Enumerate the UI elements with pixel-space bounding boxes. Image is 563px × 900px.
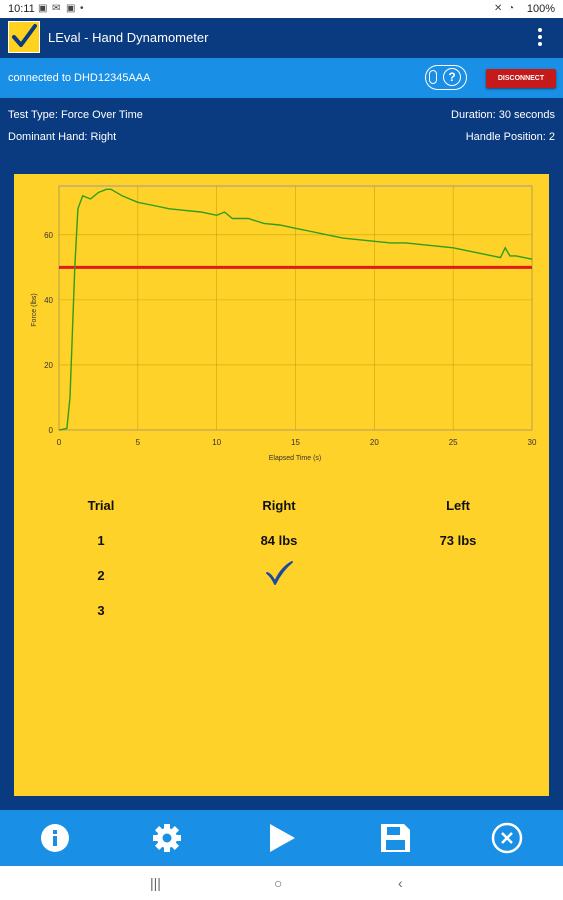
force-chart: 0 5 10 15 20 25 30 0 20 40 60 Elapsed Time (s) Fo… <box>31 185 537 462</box>
help-button[interactable]: ? <box>425 65 467 90</box>
x-tick-label: 0 <box>57 438 62 447</box>
connection-bar: connected to DHD12345AAA ? DISCONNECT <box>0 58 563 98</box>
recent-apps-icon[interactable]: ||| <box>150 875 161 891</box>
settings-icon[interactable] <box>150 822 184 854</box>
home-icon[interactable]: ○ <box>274 875 283 891</box>
trial-number: 2 <box>97 568 105 583</box>
app-bar: LEval - Hand Dynamometer <box>0 18 563 58</box>
x-tick-label: 5 <box>136 438 141 447</box>
wifi-icon: ◔ <box>508 3 515 14</box>
trial-number: 1 <box>97 533 105 548</box>
test-info: Test Type: Force Over Time Duration: 30 … <box>0 98 563 158</box>
y-axis-label: Force (lbs) <box>31 293 38 326</box>
app-title: LEval - Hand Dynamometer <box>48 30 209 45</box>
y-tick-label: 20 <box>44 361 53 370</box>
force-series-line <box>58 188 533 431</box>
info-icon[interactable] <box>38 822 72 854</box>
overflow-menu-icon[interactable] <box>537 26 543 48</box>
play-icon[interactable] <box>265 822 299 854</box>
check-logo-icon <box>8 21 40 53</box>
test-type: Test Type: Force Over Time <box>8 109 143 121</box>
save-icon[interactable] <box>378 822 412 854</box>
connection-status: connected to DHD12345AAA <box>8 72 151 84</box>
disconnect-button[interactable]: DISCONNECT <box>486 69 556 88</box>
header-right: Right <box>262 498 296 513</box>
photo-icon: ▣ <box>66 3 76 14</box>
x-axis-label: Elapsed Time (s) <box>269 455 322 462</box>
y-tick-label: 40 <box>44 296 53 305</box>
y-tick-label: 0 <box>49 426 54 435</box>
x-tick-label: 30 <box>528 438 537 447</box>
dominant-hand: Dominant Hand: Right <box>8 131 117 143</box>
check-icon <box>219 560 339 589</box>
test-duration: Duration: 30 seconds <box>451 109 555 121</box>
status-time: 10:11 <box>8 3 35 15</box>
system-nav-bar: ||| ○ ‹ <box>0 866 563 900</box>
handle-position: Handle Position: 2 <box>465 131 555 143</box>
x-tick-label: 10 <box>212 438 221 447</box>
close-circle-icon[interactable] <box>490 822 524 854</box>
battery-level: 100% <box>526 3 555 15</box>
left-value: 73 lbs <box>439 533 477 548</box>
dot-icon: • <box>80 3 84 14</box>
status-bar: 10:11 ▣ ✉ ▣ • ✕ ◔ 100% <box>0 0 563 18</box>
device-icon <box>429 70 437 84</box>
results-panel: 0 5 10 15 20 25 30 0 20 40 60 Elapsed Time (s) Fo… <box>14 174 549 796</box>
image-icon: ▣ <box>38 3 48 14</box>
mail-icon: ✉ <box>52 3 61 14</box>
help-icon: ? <box>443 68 461 86</box>
back-icon[interactable]: ‹ <box>398 875 403 891</box>
mute-icon: ✕ <box>494 3 503 14</box>
bottom-toolbar <box>0 810 563 866</box>
trial-number: 3 <box>97 603 105 618</box>
header-trial: Trial <box>87 498 115 513</box>
right-value: 84 lbs <box>260 533 298 548</box>
y-tick-label: 60 <box>44 231 53 240</box>
x-tick-label: 15 <box>291 438 300 447</box>
x-tick-label: 25 <box>449 438 458 447</box>
x-tick-label: 20 <box>370 438 379 447</box>
header-left: Left <box>446 498 470 513</box>
